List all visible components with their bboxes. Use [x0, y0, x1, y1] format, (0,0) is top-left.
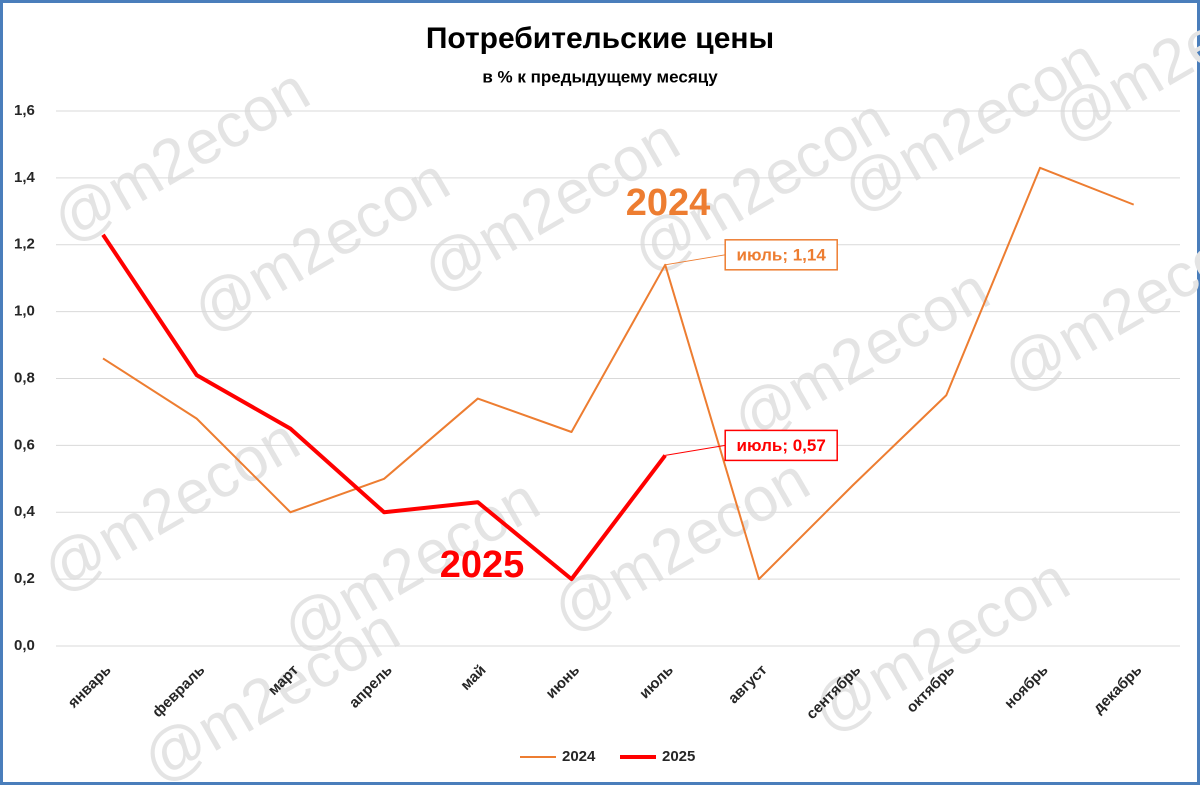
label-box	[724, 429, 838, 462]
y-tick-label: 0,4	[14, 503, 36, 520]
data-label: июль; 1,14	[737, 245, 827, 264]
y-tick-label: 1,4	[14, 169, 36, 186]
series-annotation: 2024	[626, 182, 711, 224]
data-label: июль; 0,57	[737, 436, 826, 455]
series-annotation: 2025	[440, 544, 525, 586]
y-tick-label: 1,0	[14, 303, 35, 320]
y-tick-label: 0,6	[14, 436, 35, 453]
label-box	[724, 239, 838, 271]
chart-title: Потребительские цены	[426, 22, 774, 55]
chart-subtitle: в % к предыдущему месяцу	[482, 67, 718, 86]
legend-label: 2024	[562, 748, 596, 765]
y-tick-label: 0,8	[14, 369, 35, 386]
label-leader	[665, 254, 726, 266]
legend-label: 2025	[662, 748, 695, 765]
y-tick-label: 0,0	[14, 637, 35, 654]
series-line	[102, 166, 1135, 581]
y-tick-label: 1,2	[14, 236, 35, 253]
y-tick-label: 1,6	[14, 102, 35, 119]
label-leader	[665, 444, 726, 456]
y-tick-label: 0,2	[14, 570, 35, 587]
series-line	[101, 233, 667, 582]
